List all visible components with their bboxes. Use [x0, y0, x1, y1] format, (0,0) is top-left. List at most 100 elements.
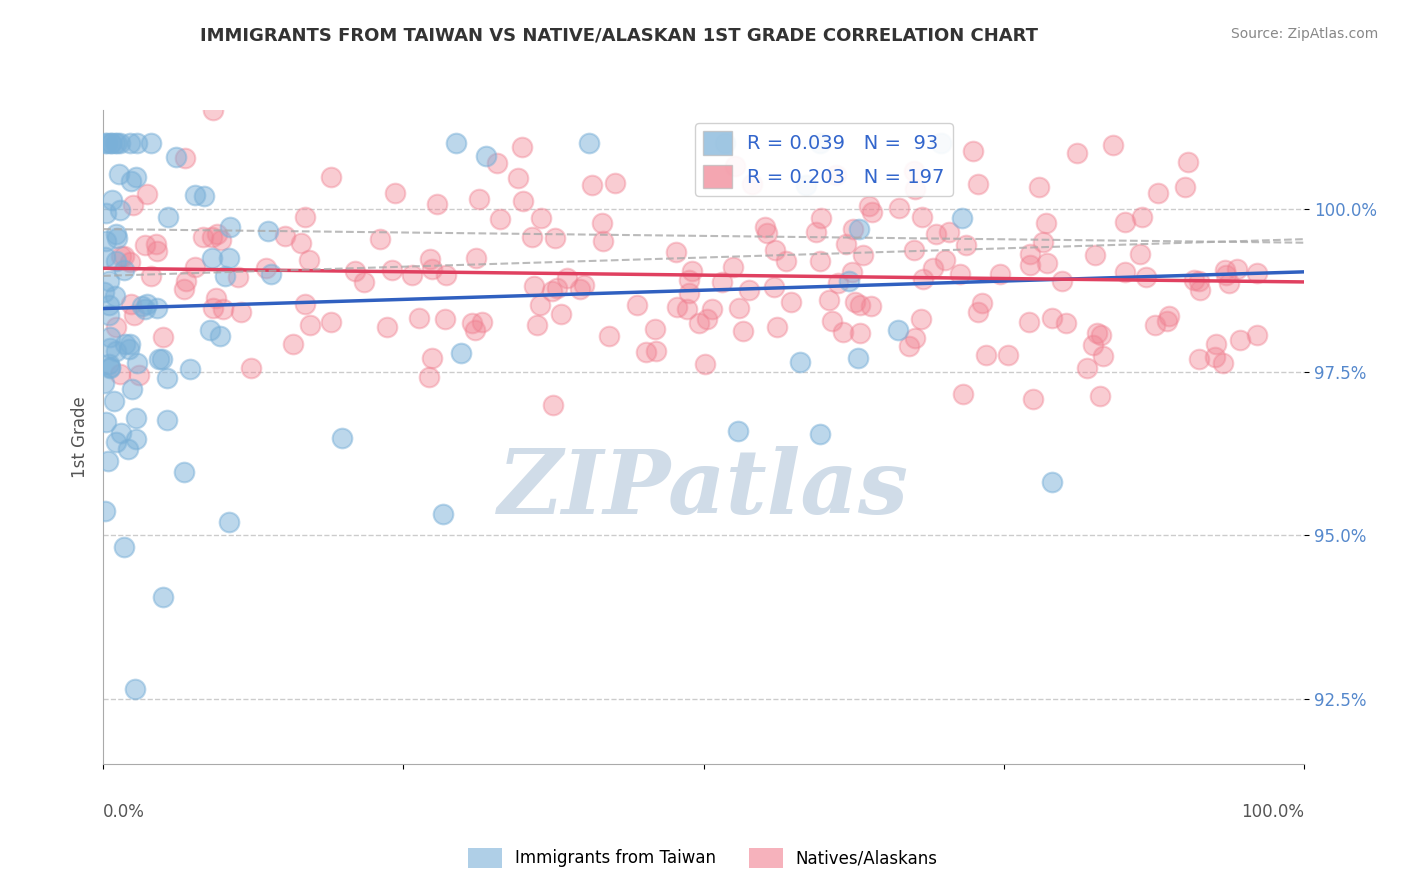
Point — [103, 394, 125, 409]
Point — [904, 181, 927, 195]
Point — [858, 199, 880, 213]
Point — [541, 398, 564, 412]
Point — [228, 270, 250, 285]
Point — [544, 231, 567, 245]
Point — [205, 227, 228, 242]
Point — [135, 187, 157, 202]
Point — [711, 275, 734, 289]
Point — [212, 301, 235, 316]
Point — [128, 368, 150, 382]
Point — [468, 192, 491, 206]
Point — [120, 255, 142, 269]
Point — [108, 136, 131, 150]
Point — [94, 250, 117, 264]
Point — [384, 186, 406, 201]
Point — [841, 265, 863, 279]
Point — [219, 219, 242, 234]
Point — [205, 291, 228, 305]
Point — [955, 237, 977, 252]
Point — [426, 197, 449, 211]
Point — [290, 236, 312, 251]
Point — [530, 211, 553, 225]
Point — [821, 313, 844, 327]
Point — [96, 415, 118, 429]
Point — [578, 136, 600, 150]
Point — [209, 233, 232, 247]
Point — [321, 170, 343, 185]
Point — [557, 270, 579, 285]
Point — [529, 298, 551, 312]
Point — [254, 261, 277, 276]
Point — [924, 227, 946, 241]
Point — [157, 211, 180, 225]
Point — [676, 302, 699, 317]
Point — [419, 252, 441, 267]
Point — [1022, 392, 1045, 406]
Point — [952, 387, 974, 401]
Point — [465, 251, 488, 265]
Point — [105, 227, 128, 242]
Point — [592, 234, 614, 248]
Point — [506, 171, 529, 186]
Point — [972, 295, 994, 310]
Point — [512, 194, 534, 208]
Point — [1035, 216, 1057, 230]
Point — [298, 318, 321, 332]
Point — [962, 144, 984, 158]
Point — [832, 325, 855, 339]
Point — [420, 351, 443, 365]
Point — [1226, 262, 1249, 277]
Point — [860, 204, 883, 219]
Point — [626, 298, 648, 312]
Point — [485, 156, 508, 170]
Point — [911, 272, 934, 286]
Point — [256, 224, 278, 238]
Point — [464, 323, 486, 337]
Point — [131, 299, 153, 313]
Point — [789, 355, 811, 369]
Point — [1081, 338, 1104, 352]
Point — [780, 294, 803, 309]
Point — [209, 329, 232, 343]
Point — [835, 236, 858, 251]
Point — [98, 330, 121, 344]
Point — [214, 268, 236, 283]
Point — [381, 262, 404, 277]
Point — [110, 249, 132, 263]
Point — [1204, 350, 1226, 364]
Point — [921, 261, 943, 276]
Point — [678, 273, 700, 287]
Point — [1092, 349, 1115, 363]
Point — [110, 426, 132, 441]
Point — [420, 262, 443, 277]
Point — [200, 251, 222, 265]
Point — [693, 357, 716, 371]
Point — [754, 220, 776, 235]
Point — [94, 136, 117, 150]
Point — [644, 322, 666, 336]
Point — [967, 305, 990, 319]
Point — [100, 361, 122, 376]
Point — [910, 211, 932, 225]
Point — [938, 225, 960, 239]
Point — [1102, 138, 1125, 153]
Point — [183, 260, 205, 274]
Point — [218, 515, 240, 529]
Point — [103, 288, 125, 302]
Point — [817, 293, 839, 308]
Point — [794, 178, 817, 192]
Point — [108, 167, 131, 181]
Point — [727, 301, 749, 315]
Point — [104, 320, 127, 334]
Point — [112, 541, 135, 555]
Point — [150, 352, 173, 367]
Point — [1187, 273, 1209, 287]
Point — [294, 297, 316, 311]
Point — [471, 315, 494, 329]
Point — [145, 237, 167, 252]
Point — [808, 253, 831, 268]
Point — [852, 248, 875, 262]
Point — [450, 346, 472, 360]
Point — [368, 232, 391, 246]
Point — [1088, 388, 1111, 402]
